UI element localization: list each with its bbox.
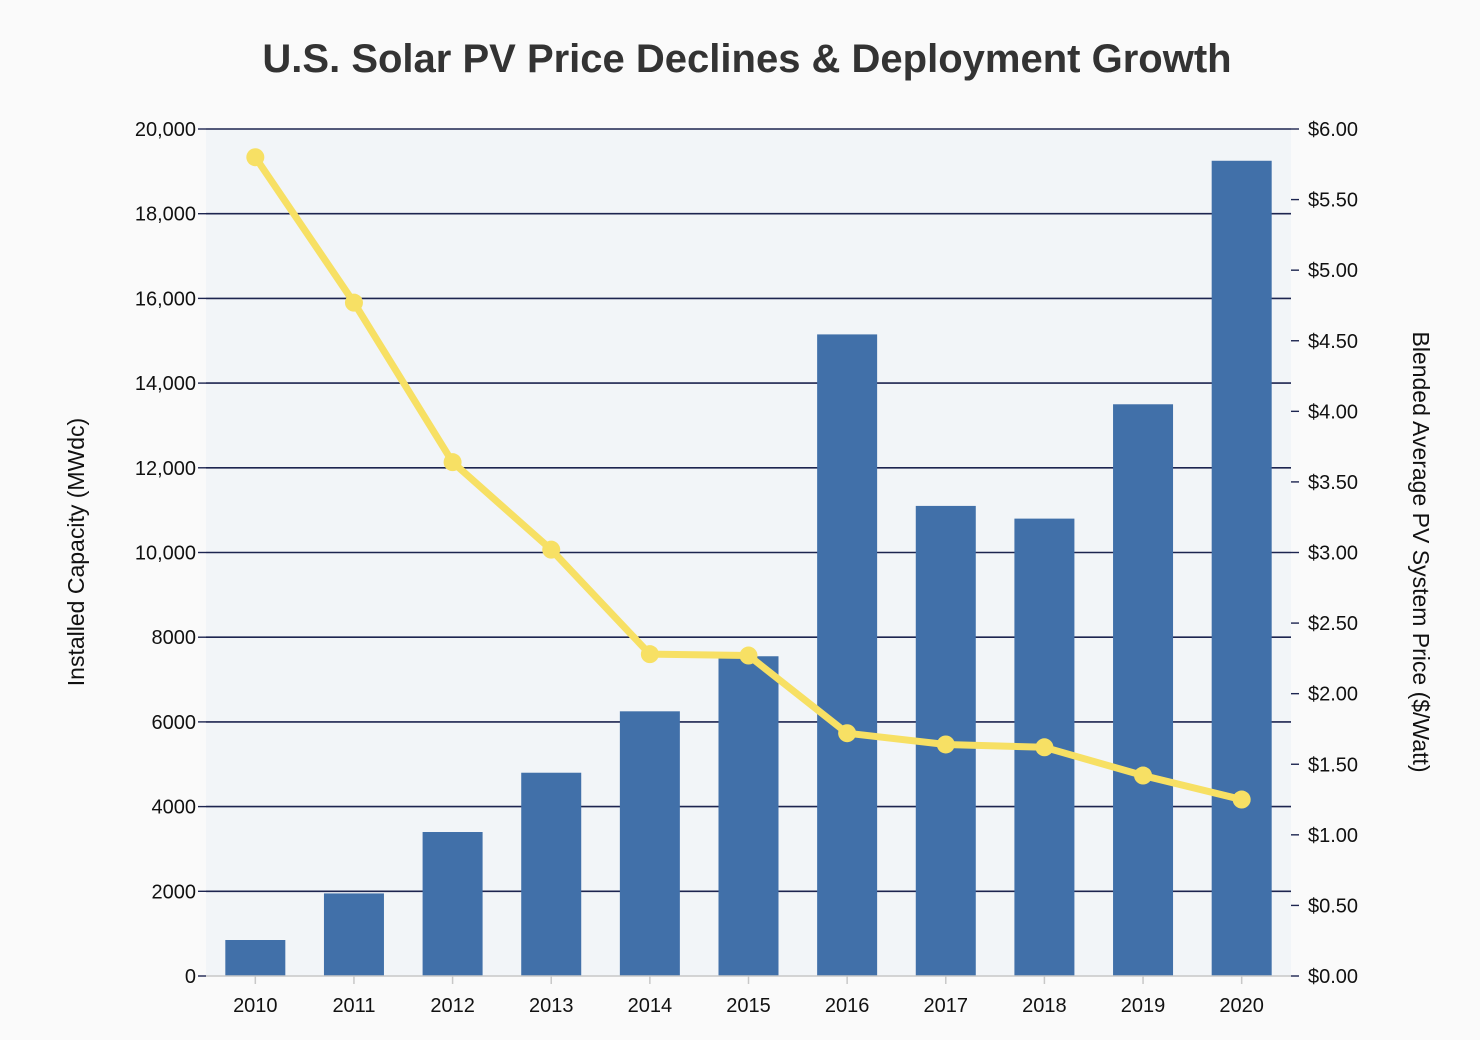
- y2-tick-label: $4.00: [1308, 401, 1358, 423]
- y-tick-label: 8000: [152, 627, 197, 649]
- price-point-2018: [1035, 738, 1054, 757]
- y2-tick-label: $0.00: [1308, 966, 1358, 988]
- price-line-layer: [246, 148, 1251, 809]
- price-point-2011: [344, 293, 363, 312]
- y-tick-label: 6000: [152, 712, 197, 734]
- y2-axis-label: Blended Average PV System Price ($/Watt): [1408, 331, 1434, 772]
- y-tick-label: 18,000: [135, 204, 196, 226]
- x-tick-label: 2016: [825, 995, 870, 1017]
- price-point-2010: [246, 148, 265, 167]
- bar-2016: [817, 334, 878, 977]
- y2-tick-label: $2.00: [1308, 684, 1358, 706]
- chart-title: U.S. Solar PV Price Declines & Deploymen…: [262, 37, 1231, 81]
- price-point-2014: [640, 645, 659, 664]
- price-point-2012: [443, 453, 462, 472]
- y-tick-label: 20,000: [135, 119, 196, 141]
- y2-tick-label: $5.50: [1308, 190, 1358, 212]
- bar-2015: [718, 656, 779, 976]
- y-tick-label: 4000: [152, 797, 197, 819]
- price-point-2013: [542, 540, 561, 559]
- price-point-2016: [838, 724, 857, 743]
- x-tick-label: 2013: [529, 995, 574, 1017]
- y2-tick-label: $3.50: [1308, 472, 1358, 494]
- x-tick-label: 2010: [233, 995, 278, 1017]
- bar-2012: [422, 832, 483, 976]
- y2-tick-label: $4.50: [1308, 331, 1358, 353]
- bar-2013: [521, 772, 582, 976]
- bar-2014: [619, 711, 680, 976]
- y-tick-label: 10,000: [135, 543, 196, 565]
- y2-tick-label: $1.00: [1308, 825, 1358, 847]
- y2-tick-label: $3.00: [1308, 543, 1358, 565]
- price-point-2019: [1134, 766, 1153, 785]
- y2-tick-label: $5.00: [1308, 260, 1358, 282]
- y-tick-label: 12,000: [135, 458, 196, 480]
- capacity-bars: [225, 160, 1272, 977]
- x-tick-label: 2019: [1121, 995, 1166, 1017]
- bar-2019: [1113, 404, 1174, 976]
- bar-2011: [323, 893, 384, 976]
- y2-tick-label: $6.00: [1308, 119, 1358, 141]
- x-tick-label: 2012: [430, 995, 475, 1017]
- y2-tick-label: $2.50: [1308, 613, 1358, 635]
- bar-2020: [1211, 160, 1272, 976]
- x-tick-label: 2015: [726, 995, 771, 1017]
- y-tick-label: 14,000: [135, 373, 196, 395]
- y-tick-label: 16,000: [135, 288, 196, 310]
- x-tick-label: 2018: [1022, 995, 1067, 1017]
- y-axis-label: Installed Capacity (MWdc): [63, 418, 89, 686]
- x-tick-label: 2017: [924, 995, 969, 1017]
- y-tick-label: 0: [185, 966, 196, 988]
- axes: 0 2000 4000 6000 8000 10,000 12,000 14,000 16,00…: [135, 119, 1358, 1017]
- price-point-2017: [936, 735, 955, 754]
- x-tick-label: 2014: [628, 995, 673, 1017]
- price-point-2015: [739, 646, 758, 665]
- y-tick-label: 2000: [152, 881, 197, 903]
- x-tick-label: 2020: [1219, 995, 1264, 1017]
- bar-2010: [225, 940, 286, 976]
- y2-tick-label: $0.50: [1308, 895, 1358, 917]
- price-point-2020: [1232, 790, 1251, 809]
- x-tick-label: 2011: [332, 995, 375, 1017]
- y2-tick-label: $1.50: [1308, 754, 1358, 776]
